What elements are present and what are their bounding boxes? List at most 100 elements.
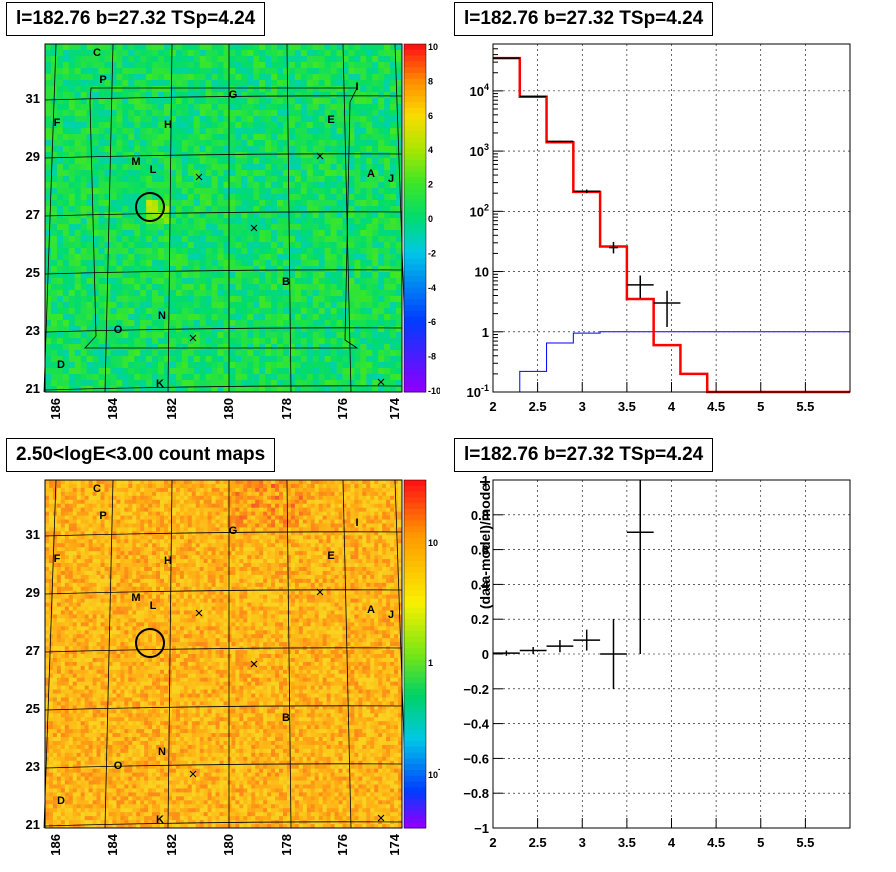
source-label: J xyxy=(388,609,394,621)
data-point xyxy=(546,140,574,143)
y-tick-label: 21 xyxy=(26,817,40,832)
x-tick-label: 182 xyxy=(164,398,179,420)
source-circle xyxy=(135,628,165,658)
longitude-line xyxy=(286,43,292,393)
bl-title: 2.50<logE<3.00 count maps xyxy=(6,438,276,472)
y-tick-label: −0.2 xyxy=(463,682,489,697)
data-point xyxy=(653,290,681,328)
residual-point xyxy=(573,629,601,651)
residual-point xyxy=(519,647,547,654)
colorbar-tick-label: 2 xyxy=(428,180,433,190)
source-cross xyxy=(195,609,203,617)
x-tick-label: 3.5 xyxy=(618,399,636,414)
source-label: H xyxy=(164,555,172,567)
source-label: J xyxy=(388,173,394,185)
colorbar-tick-label: 10 xyxy=(428,42,438,52)
source-label: O xyxy=(114,324,123,336)
source-label: K xyxy=(156,814,164,826)
source-label: N xyxy=(158,746,166,758)
count-map-panel: C P I G F H E ML A J B O N D K 31 29 27 25 23 21 186 184 182 180… xyxy=(26,479,440,856)
background-model-line xyxy=(519,331,850,392)
latitude-line xyxy=(44,211,403,217)
map-pixels xyxy=(45,480,403,829)
source-label: L xyxy=(150,600,157,612)
x-tick-label: 4 xyxy=(668,835,676,850)
longitude-line xyxy=(104,43,114,393)
x-tick-label: 2 xyxy=(489,835,496,850)
latitude-line xyxy=(44,385,403,391)
source-label: C xyxy=(93,483,101,495)
y-tick-label: 31 xyxy=(26,527,40,542)
source-label: F xyxy=(54,553,61,565)
tr-title: l=182.76 b=27.32 TSp=4.24 xyxy=(454,2,714,36)
latitude-line xyxy=(44,327,403,333)
x-tick-label: 178 xyxy=(279,398,294,420)
longitude-line xyxy=(104,479,114,829)
latitude-line xyxy=(44,95,403,101)
y-tick-label: 1 xyxy=(482,476,489,488)
x-tick-label: 3 xyxy=(579,835,586,850)
longitude-line xyxy=(286,479,292,829)
x-tick-label: 184 xyxy=(105,397,120,419)
colorbar-tick-label: 4 xyxy=(428,145,433,155)
latitude-line xyxy=(44,589,403,595)
y-tick-label: 1 xyxy=(482,325,489,340)
y-tick-label: 10-1 xyxy=(467,383,489,400)
source-label: P xyxy=(99,510,106,522)
x-tick-label: 174 xyxy=(387,397,402,419)
source-cross xyxy=(189,770,197,778)
colorbar-tick-label: 10-1 xyxy=(428,764,440,780)
spectrum-panel: 2 2.5 3 3.5 4 4.5 5 5.5 10-1 1 10 102 103 104 xyxy=(467,43,851,414)
x-tick-label: 180 xyxy=(221,398,236,420)
colorbar-tick-label: -4 xyxy=(428,283,436,293)
x-tick-label: 186 xyxy=(48,834,63,856)
source-label: M xyxy=(131,592,140,604)
map-frame xyxy=(44,43,403,393)
longitude-line xyxy=(167,43,173,393)
y-tick-label: 25 xyxy=(26,265,40,280)
residual-point xyxy=(546,640,574,653)
colorbar xyxy=(403,479,427,829)
longitude-line xyxy=(167,479,173,829)
colorbar-tick-label: -6 xyxy=(428,317,436,327)
source-label: A xyxy=(367,604,375,616)
x-tick-label: 180 xyxy=(221,834,236,856)
source-cross xyxy=(250,224,258,232)
colorbar-tick-label: 1 xyxy=(428,658,433,668)
ts-map-panel: C P I G F H E ML A J B O N D K 31 29 27 25 23 21 186 184 182 180… xyxy=(26,42,440,420)
y-tick-label: 27 xyxy=(26,643,40,658)
longitude-line xyxy=(43,479,57,829)
data-point xyxy=(626,275,654,299)
source-label: A xyxy=(367,168,375,180)
y-tick-label: −0.8 xyxy=(463,786,489,801)
data-point xyxy=(493,57,520,59)
colorbar-tick-label: -2 xyxy=(428,248,436,258)
x-tick-label: 5 xyxy=(757,835,764,850)
source-label: N xyxy=(158,310,166,322)
source-label: H xyxy=(164,119,172,131)
y-tick-label: −0.4 xyxy=(463,717,489,732)
source-label: I xyxy=(355,81,358,93)
source-label: P xyxy=(99,74,106,86)
residual-panel: 2 2.5 3 3.5 4 4.5 5 5.5 1 0.8 0.6 0.4 0.2 0 −0.2 −0.4 −0… xyxy=(463,476,851,850)
y-tick-label: 0.8 xyxy=(471,508,489,523)
source-label: E xyxy=(327,114,334,126)
roi-outline xyxy=(84,87,359,349)
source-label: K xyxy=(156,378,164,390)
x-tick-label: 5.5 xyxy=(796,835,814,850)
x-tick-label: 176 xyxy=(335,398,350,420)
y-tick-label: 0.4 xyxy=(471,577,490,592)
x-tick-label: 3 xyxy=(579,399,586,414)
x-tick-label: 2 xyxy=(489,399,496,414)
source-label: F xyxy=(54,117,61,129)
source-label: B xyxy=(282,276,290,288)
colorbar-tick-label: -8 xyxy=(428,352,436,362)
residual-point xyxy=(626,480,654,654)
residual-point xyxy=(493,650,520,656)
x-tick-label: 5 xyxy=(757,399,764,414)
source-label: G xyxy=(229,525,238,537)
y-axis-label: (data-model)/model xyxy=(477,480,493,609)
data-point xyxy=(573,189,601,194)
source-label: M xyxy=(131,156,140,168)
latitude-line xyxy=(44,705,403,711)
